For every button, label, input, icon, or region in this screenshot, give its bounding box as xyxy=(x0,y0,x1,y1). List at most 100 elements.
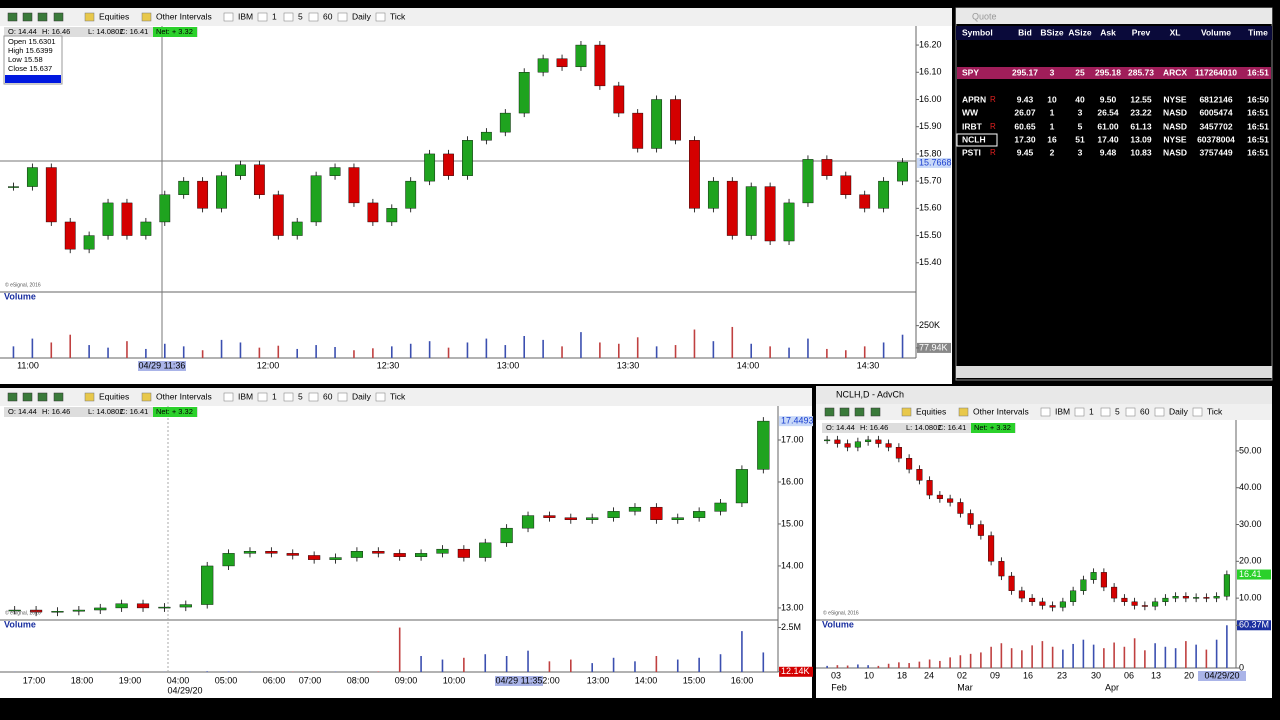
toolbar-button[interactable]: 5 xyxy=(298,391,303,401)
column-header[interactable]: ASize xyxy=(1068,27,1091,37)
quote-cell[interactable]: PSTI xyxy=(962,147,981,157)
toolbar-button[interactable]: Daily xyxy=(352,11,372,21)
toolbar-button[interactable]: Tick xyxy=(390,11,406,21)
tool-icon[interactable] xyxy=(1074,407,1085,417)
candle xyxy=(895,447,902,459)
tool-icon[interactable] xyxy=(257,392,268,402)
panel-title: Volume xyxy=(4,291,36,301)
tool-icon[interactable] xyxy=(283,12,294,22)
tool-icon[interactable] xyxy=(223,392,234,402)
candle xyxy=(834,439,841,444)
tool-icon[interactable] xyxy=(257,12,268,22)
tool-icon[interactable] xyxy=(141,392,152,402)
tool-icon[interactable] xyxy=(53,12,64,22)
volume-bar xyxy=(107,347,109,358)
toolbar-button[interactable]: Equities xyxy=(916,406,946,416)
volume-bar xyxy=(636,337,639,358)
toolbar-button[interactable]: Daily xyxy=(1169,406,1189,416)
toolbar-button[interactable]: Daily xyxy=(352,391,372,401)
toolbar-button[interactable]: Equities xyxy=(99,11,129,21)
column-header[interactable]: BSize xyxy=(1040,27,1063,37)
toolbar-button[interactable]: IBM xyxy=(238,391,253,401)
candle xyxy=(651,99,663,149)
volume-bar xyxy=(145,348,147,358)
y-tick-label: 250K xyxy=(919,320,940,330)
tool-icon[interactable] xyxy=(1040,407,1051,417)
toolbar-button[interactable]: 1 xyxy=(272,11,277,21)
tool-icon[interactable] xyxy=(824,407,835,417)
tool-icon[interactable] xyxy=(84,392,95,402)
toolbar-button[interactable]: Other Intervals xyxy=(156,391,212,401)
toolbar-button[interactable]: Tick xyxy=(1207,406,1223,416)
toolbar-button[interactable]: Other Intervals xyxy=(156,11,212,21)
volume-bar xyxy=(527,650,529,672)
quote-cell[interactable]: WW xyxy=(962,107,979,117)
tool-icon[interactable] xyxy=(1154,407,1165,417)
last-price-badge xyxy=(779,416,813,427)
tool-icon[interactable] xyxy=(1100,407,1111,417)
tool-icon[interactable] xyxy=(308,392,319,402)
toolbar-button[interactable]: 60 xyxy=(323,11,333,21)
tool-icon[interactable] xyxy=(141,12,152,22)
column-header[interactable]: Prev xyxy=(1132,27,1151,37)
volume-bar xyxy=(1113,642,1115,668)
quote-cell[interactable]: NCLH xyxy=(962,134,986,144)
candle xyxy=(1121,597,1128,603)
tool-icon[interactable] xyxy=(37,12,48,22)
last-price: 15.7668 xyxy=(919,157,952,167)
toolbar-button[interactable]: Tick xyxy=(390,391,406,401)
column-header[interactable]: Volume xyxy=(1201,27,1231,37)
tool-icon[interactable] xyxy=(375,12,386,22)
tool-icon[interactable] xyxy=(337,392,348,402)
column-header[interactable]: Bid xyxy=(1018,27,1032,37)
toolbar-button[interactable]: Other Intervals xyxy=(973,406,1029,416)
tool-icon[interactable] xyxy=(7,392,18,402)
tool-icon[interactable] xyxy=(375,392,386,402)
candle xyxy=(348,167,360,204)
toolbar-button[interactable]: 5 xyxy=(298,11,303,21)
tool-icon[interactable] xyxy=(958,407,969,417)
column-header[interactable]: Symbol xyxy=(962,27,993,37)
candle xyxy=(916,469,923,481)
column-header[interactable]: Time xyxy=(1248,27,1268,37)
quote-cell: 17.40 xyxy=(1097,134,1119,144)
tool-icon[interactable] xyxy=(53,392,64,402)
toolbar-button[interactable]: 60 xyxy=(323,391,333,401)
tool-icon[interactable] xyxy=(308,12,319,22)
tool-icon[interactable] xyxy=(84,12,95,22)
value-badge xyxy=(917,342,951,353)
tool-icon[interactable] xyxy=(37,392,48,402)
scrollbar[interactable] xyxy=(956,366,1272,378)
toolbar-button[interactable]: Equities xyxy=(99,391,129,401)
column-header[interactable]: XL xyxy=(1170,27,1181,37)
candle xyxy=(802,159,814,204)
toolbar-button[interactable]: 60 xyxy=(1140,406,1150,416)
last-price-badge xyxy=(917,157,951,168)
x-tick-label: 18:00 xyxy=(71,675,94,685)
toolbar-button[interactable]: 1 xyxy=(1089,406,1094,416)
volume-bar xyxy=(504,345,507,358)
ohlc-value: H: 16.46 xyxy=(42,27,70,36)
tool-icon[interactable] xyxy=(22,392,33,402)
tool-icon[interactable] xyxy=(22,12,33,22)
column-header[interactable]: Ask xyxy=(1100,27,1116,37)
toolbar-button[interactable]: 1 xyxy=(272,391,277,401)
toolbar-button[interactable]: 5 xyxy=(1115,406,1120,416)
quote-cell[interactable]: IRBT xyxy=(962,121,983,131)
tool-icon[interactable] xyxy=(7,12,18,22)
tool-icon[interactable] xyxy=(337,12,348,22)
tool-icon[interactable] xyxy=(223,12,234,22)
tool-icon[interactable] xyxy=(870,407,881,417)
toolbar-button[interactable]: IBM xyxy=(1055,406,1070,416)
tool-icon[interactable] xyxy=(839,407,850,417)
candle xyxy=(115,603,128,609)
quote-cell[interactable]: SPY xyxy=(962,67,979,77)
tool-icon[interactable] xyxy=(283,392,294,402)
tool-icon[interactable] xyxy=(1192,407,1203,417)
quote-cell[interactable]: APRN xyxy=(962,94,986,104)
toolbar-button[interactable]: IBM xyxy=(238,11,253,21)
tool-icon[interactable] xyxy=(901,407,912,417)
tool-icon[interactable] xyxy=(854,407,865,417)
volume-bar xyxy=(390,346,393,358)
tool-icon[interactable] xyxy=(1125,407,1136,417)
